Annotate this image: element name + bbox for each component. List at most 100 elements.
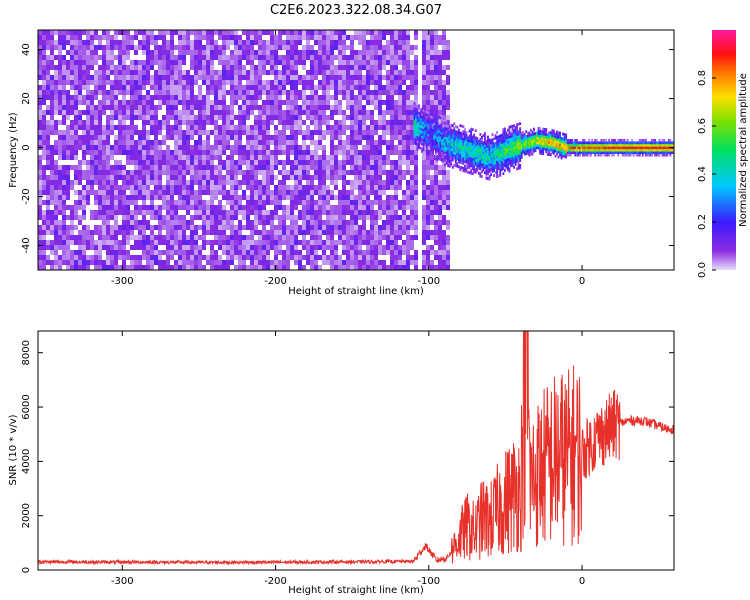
heatmap-cell — [471, 155, 474, 158]
heatmap-cell — [190, 250, 194, 255]
heatmap-cell — [110, 255, 114, 260]
heatmap-cell — [182, 145, 186, 150]
heatmap-cell — [198, 125, 202, 130]
heatmap-cell — [278, 105, 282, 110]
heatmap-cell — [274, 165, 278, 170]
heatmap-cell — [230, 150, 234, 155]
heatmap-cell — [134, 60, 138, 65]
heatmap-cell — [122, 190, 126, 195]
heatmap-cell — [415, 117, 417, 121]
heatmap-cell — [394, 90, 398, 95]
heatmap-cell — [430, 265, 434, 270]
heatmap-cell — [286, 65, 290, 70]
heatmap-cell — [342, 75, 346, 80]
heatmap-cell — [158, 265, 162, 270]
heatmap-cell — [98, 245, 102, 250]
heatmap-cell — [302, 120, 306, 125]
heatmap-cell — [190, 205, 194, 210]
heatmap-cell — [450, 153, 453, 156]
heatmap-cell — [310, 130, 314, 135]
heatmap-cell — [198, 35, 202, 40]
heatmap-cell — [54, 175, 58, 180]
heatmap-cell — [413, 121, 416, 125]
heatmap-cell — [50, 65, 54, 70]
heatmap-cell — [342, 265, 346, 270]
heatmap-cell — [66, 100, 70, 105]
heatmap-cell — [54, 80, 58, 85]
heatmap-cell — [366, 135, 370, 140]
heatmap-cell — [90, 155, 94, 160]
heatmap-cell — [326, 255, 330, 260]
heatmap-cell — [446, 200, 450, 205]
heatmap-cell — [194, 230, 198, 235]
heatmap-cell — [422, 225, 426, 230]
heatmap-cell — [138, 75, 142, 80]
heatmap-cell — [170, 165, 174, 170]
heatmap-cell — [174, 210, 178, 215]
heatmap-cell — [150, 95, 154, 100]
heatmap-cell — [398, 85, 402, 90]
heatmap-cell — [334, 265, 338, 270]
heatmap-cell — [314, 70, 318, 75]
heatmap-cell — [70, 55, 74, 60]
heatmap-cell — [430, 185, 434, 190]
heatmap-cell — [166, 170, 170, 175]
heatmap-cell — [262, 260, 266, 265]
heatmap-cell — [346, 135, 350, 140]
heatmap-cell — [422, 240, 426, 245]
heatmap-cell — [306, 200, 310, 205]
heatmap-cell — [474, 136, 477, 140]
heatmap-cell — [290, 40, 294, 45]
heatmap-cell — [230, 160, 234, 165]
heatmap-cell — [138, 145, 142, 150]
heatmap-cell — [294, 30, 298, 35]
heatmap-cell — [416, 123, 419, 127]
heatmap-cell — [314, 170, 318, 175]
heatmap-cell — [46, 180, 50, 185]
heatmap-cell — [453, 164, 456, 167]
heatmap-cell — [448, 162, 451, 166]
heatmap-cell — [454, 144, 457, 148]
heatmap-cell — [430, 132, 433, 136]
heatmap-cell — [166, 115, 170, 120]
heatmap-cell — [182, 85, 186, 90]
heatmap-cell — [222, 90, 226, 95]
heatmap-cell — [258, 130, 262, 135]
heatmap-cell — [146, 100, 150, 105]
heatmap-cell — [464, 152, 466, 156]
heatmap-cell — [326, 40, 330, 45]
heatmap-cell — [118, 105, 122, 110]
heatmap-cell — [457, 128, 460, 132]
heatmap-cell — [258, 65, 262, 70]
heatmap-cell — [439, 133, 442, 137]
heatmap-cell — [154, 215, 158, 220]
heatmap-cell — [350, 130, 354, 135]
heatmap-cell — [238, 80, 242, 85]
heatmap-cell — [462, 159, 465, 163]
heatmap-cell — [38, 115, 42, 120]
heatmap-cell — [78, 245, 82, 250]
heatmap-cell — [42, 215, 46, 220]
heatmap-cell — [366, 210, 370, 215]
heatmap-cell — [422, 45, 426, 50]
heatmap-cell — [454, 157, 457, 160]
heatmap-cell — [126, 150, 130, 155]
heatmap-cell — [354, 245, 358, 250]
heatmap-cell — [162, 65, 166, 70]
heatmap-cell — [330, 115, 334, 120]
heatmap-cell — [350, 225, 354, 230]
heatmap-cell — [418, 116, 420, 120]
heatmap-cell — [430, 40, 434, 45]
heatmap-cell — [74, 190, 78, 195]
heatmap-cell — [306, 260, 310, 265]
heatmap-cell — [382, 50, 386, 55]
heatmap-cell — [358, 215, 362, 220]
heatmap-cell — [170, 190, 174, 195]
heatmap-cell — [166, 220, 170, 225]
heatmap-cell — [338, 35, 342, 40]
heatmap-cell — [366, 255, 370, 260]
heatmap-cell — [214, 225, 218, 230]
heatmap-cell — [122, 125, 126, 130]
heatmap-cell — [434, 95, 438, 100]
heatmap-cell — [290, 110, 294, 115]
